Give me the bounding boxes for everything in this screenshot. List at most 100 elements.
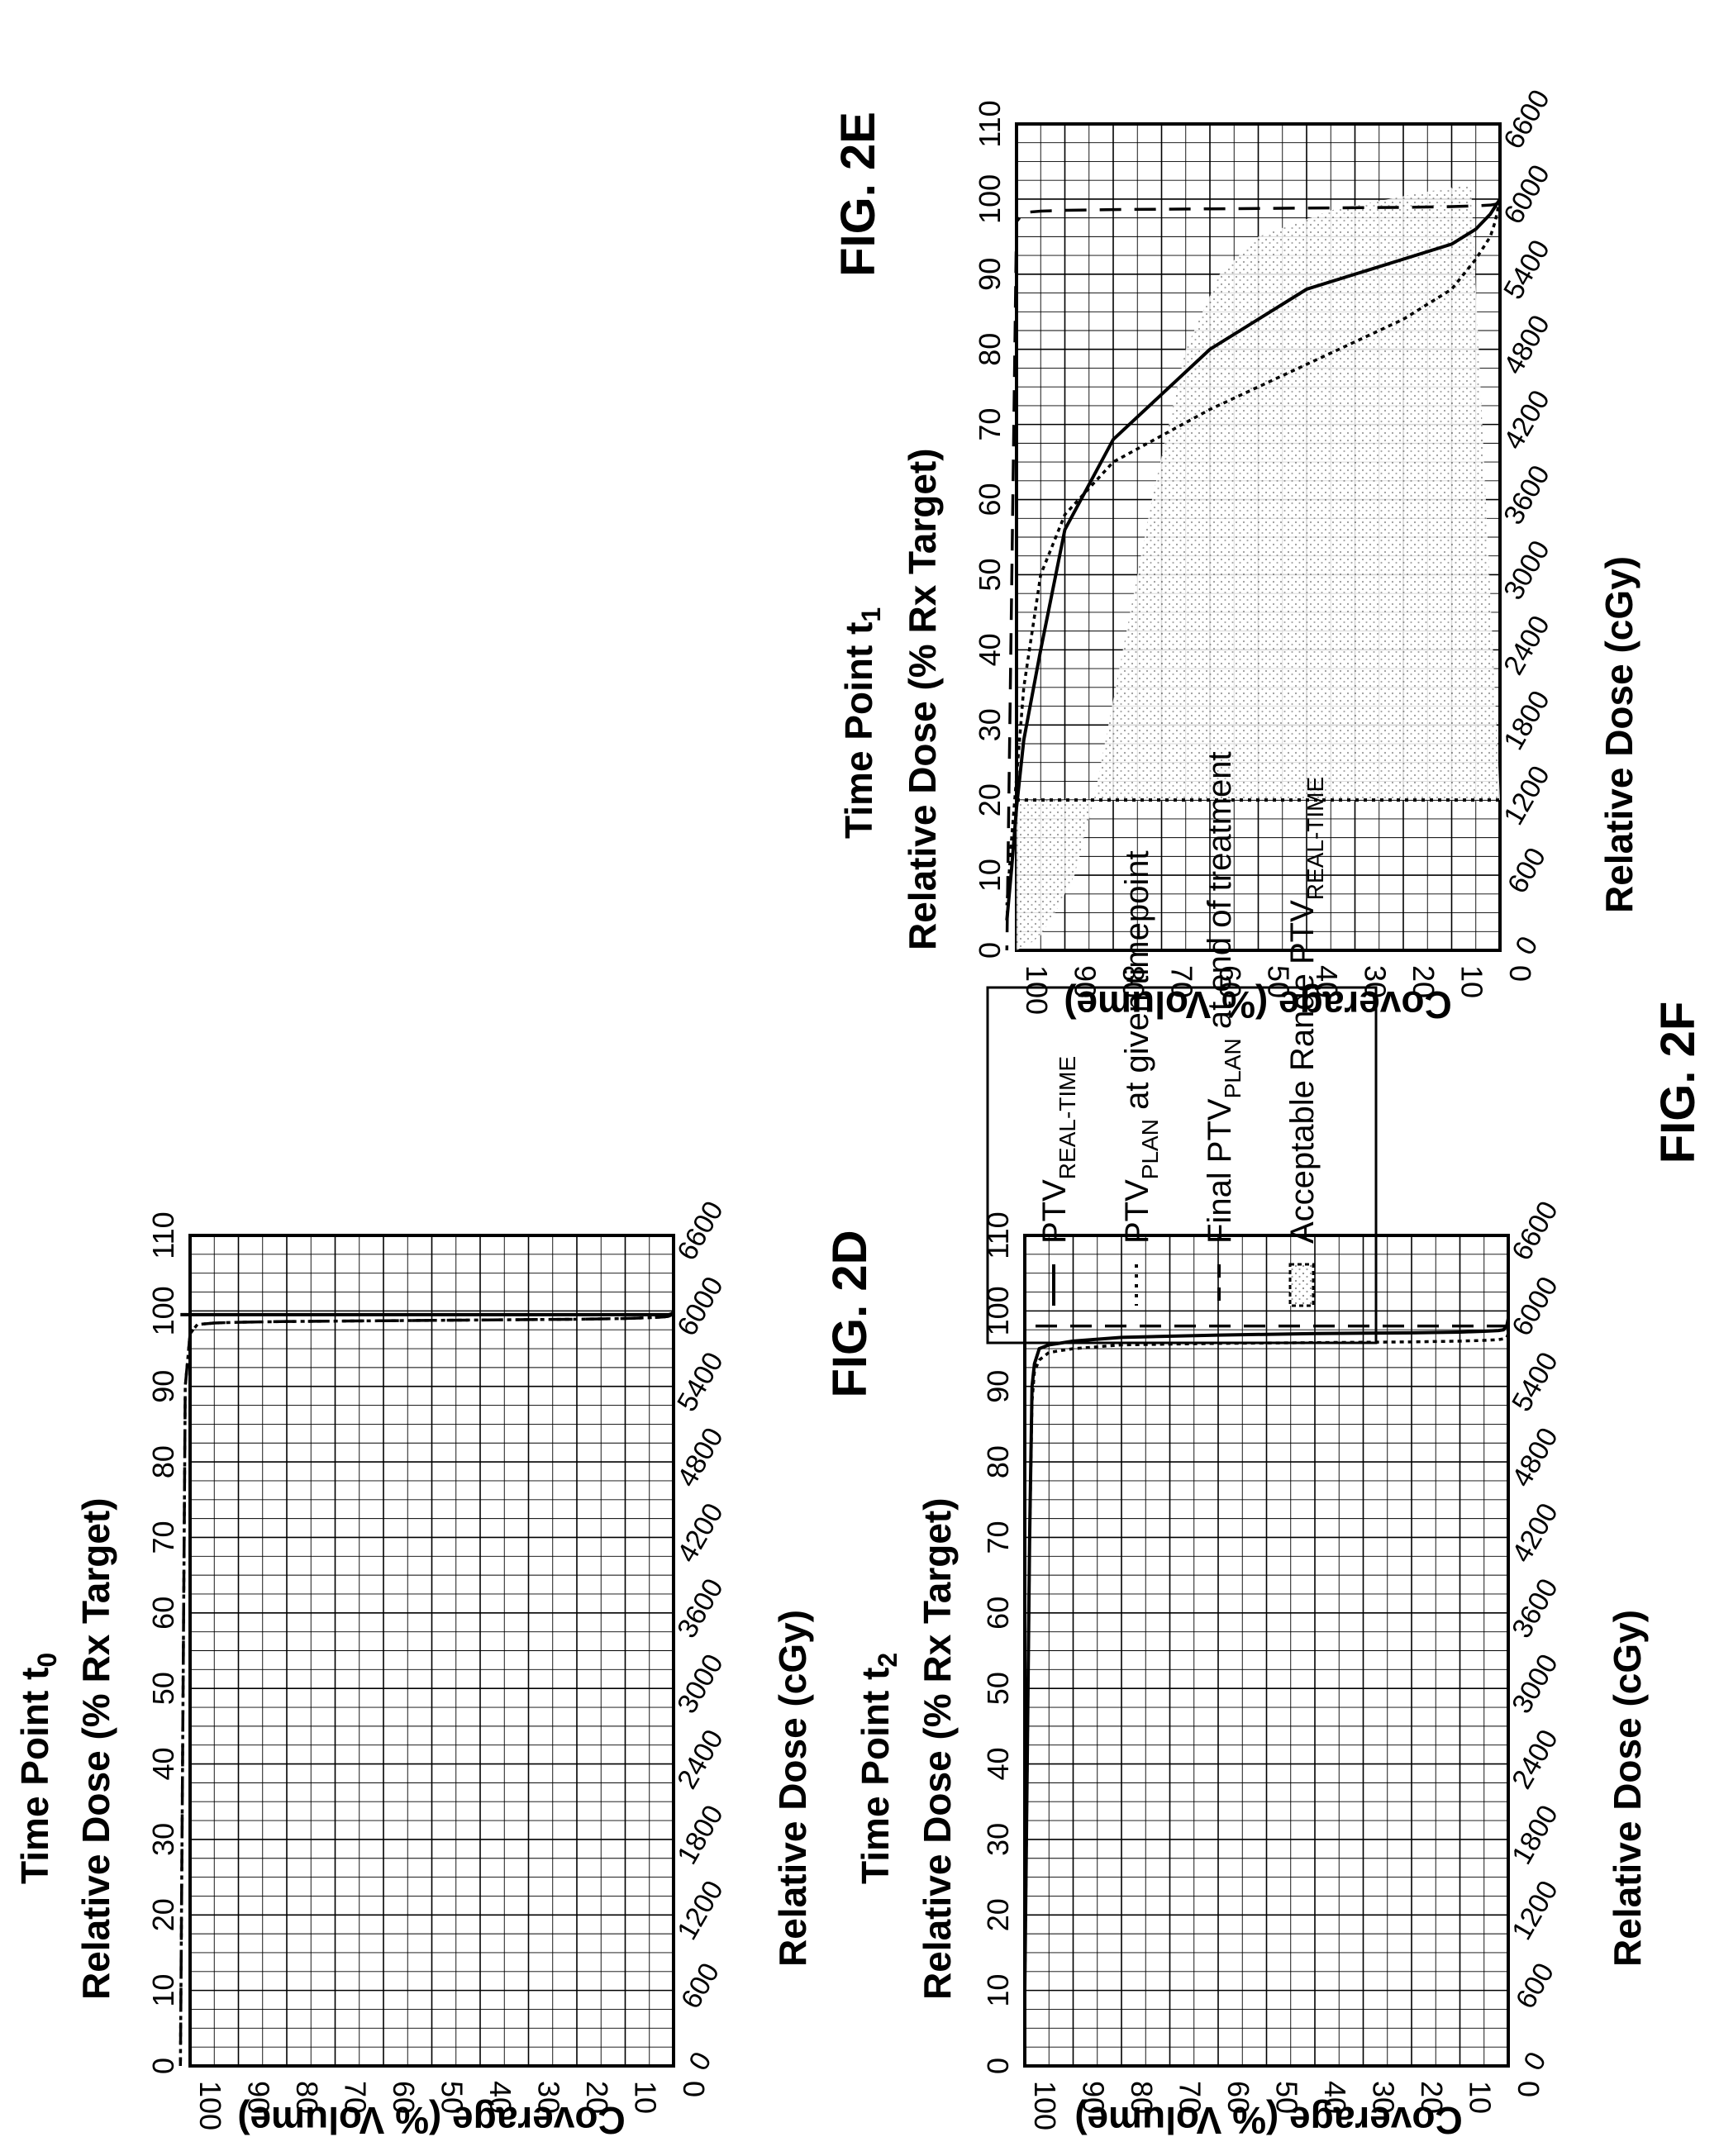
x-tick-label: 90 xyxy=(981,1370,1015,1403)
x-tick-label: 20 xyxy=(981,1898,1015,1931)
x2-tick-label: 4800 xyxy=(1506,1422,1564,1492)
x-tick-label: 40 xyxy=(981,1748,1015,1781)
y-tick-label: 10 xyxy=(629,2081,663,2114)
y-tick-label: 40 xyxy=(1310,965,1344,998)
x-tick-label: 90 xyxy=(146,1370,180,1403)
x-tick-label: 100 xyxy=(981,1286,1015,1335)
x2-tick-label: 3600 xyxy=(1498,460,1556,531)
x2-tick-label: 6600 xyxy=(1498,84,1556,155)
y-tick-label: 0 xyxy=(1512,2081,1545,2097)
x2-tick-labels-2e: 0 600 120018002400300036004200480054006000… xyxy=(1498,84,1556,960)
x-tick-label: 0 xyxy=(981,2058,1015,2074)
x-tick-label: 110 xyxy=(973,100,1007,147)
series-2e xyxy=(1005,183,1502,951)
x-tick-label: 0 xyxy=(973,942,1007,959)
x-tick-label: 10 xyxy=(973,859,1007,892)
x2-tick-label: 1800 xyxy=(1506,1800,1564,1870)
y-tick-label: 30 xyxy=(532,2081,566,2114)
legend-item-text: PTV xyxy=(1119,1179,1155,1244)
y-tick-label: 0 xyxy=(1503,965,1537,982)
x2-tick-label: 4200 xyxy=(671,1498,730,1568)
x2-tick-label: 1200 xyxy=(1506,1876,1564,1946)
series-line-solid xyxy=(1023,1318,1510,1991)
y-tick-labels-2d: 0 10 20 30 40 50 60 70 80 90 100 xyxy=(193,2081,711,2130)
x-tick-label: 110 xyxy=(981,1211,1015,1259)
legend-item-label: Acceptable Range PTVREAL-TIME xyxy=(1284,777,1328,1244)
x2-tick-label: 6000 xyxy=(1498,159,1556,230)
x-tick-label: 50 xyxy=(981,1672,1015,1705)
y-tick-label: 80 xyxy=(290,2081,324,2114)
y-tick-label: 50 xyxy=(436,2081,469,2114)
x2-tick-label: 3600 xyxy=(671,1573,730,1644)
grid-2d xyxy=(189,1235,674,2067)
y-tick-label: 60 xyxy=(1213,965,1247,998)
legend-swatch-fill xyxy=(1288,1263,1315,1307)
y-axis-label-2d: Coverage (% Volume) xyxy=(237,2099,625,2142)
x2-tick-label: 3000 xyxy=(1498,535,1556,606)
x-tick-label: 30 xyxy=(973,708,1007,741)
x2-tick-label: 5400 xyxy=(671,1347,730,1417)
y-tick-label: 90 xyxy=(1069,965,1102,998)
x-axis-label-2d: Relative Dose (% Rx Target) xyxy=(74,1497,117,2000)
x-tick-label: 60 xyxy=(146,1597,180,1630)
legend-item-text: PTV xyxy=(1036,1179,1073,1244)
legend-item-text: Acceptable Range PTV xyxy=(1284,900,1321,1244)
chart-title-2e: Time Point t1 xyxy=(837,607,886,839)
y-tick-label: 30 xyxy=(1367,2081,1401,2114)
y-tick-label: 70 xyxy=(339,2081,373,2114)
y-tick-label: 80 xyxy=(1117,965,1150,998)
x-tick-label: 50 xyxy=(973,558,1007,591)
legend-item-sub: PLAN xyxy=(1137,1119,1163,1179)
legend-item-label: Final PTVPLAN at end of treatment xyxy=(1202,751,1245,1244)
y-tick-label: 80 xyxy=(1125,2081,1159,2114)
x2-tick-label: 4800 xyxy=(671,1422,730,1492)
x2-tick-label: 600 xyxy=(1502,843,1552,899)
series-line-solid xyxy=(1005,198,1502,921)
x2-tick-label: 600 xyxy=(675,1958,726,2014)
y-tick-label: 100 xyxy=(1020,965,1054,1015)
legend-item-suffix: at given timepoint xyxy=(1119,850,1155,1119)
y-tick-label: 70 xyxy=(1174,2081,1207,2114)
y-tick-label: 100 xyxy=(1028,2081,1062,2130)
x2-tick-label: 3600 xyxy=(1506,1573,1564,1644)
y-tick-label: 40 xyxy=(483,2081,517,2114)
y-tick-label: 20 xyxy=(580,2081,614,2114)
x-tick-label: 30 xyxy=(146,1823,180,1856)
series-line-solid xyxy=(180,1310,675,1316)
figure-label-2e: FIG. 2E xyxy=(831,112,885,277)
legend-item-suffix: at end of treatment xyxy=(1202,751,1238,1038)
x2-tick-label: 0 xyxy=(683,2047,717,2076)
series-line-dash xyxy=(1005,198,1502,951)
x-tick-labels-2e: 0 10 20 30 40 50 60 70 80 90 100 110 xyxy=(973,100,1007,959)
x2-tick-label: 6000 xyxy=(671,1272,730,1342)
x-tick-label: 20 xyxy=(973,783,1007,816)
x2-tick-label: 3000 xyxy=(671,1649,730,1719)
x-tick-label: 100 xyxy=(973,174,1007,224)
legend-item-sub: PLAN xyxy=(1220,1038,1245,1098)
x-tick-label: 60 xyxy=(981,1597,1015,1630)
x2-tick-label: 0 xyxy=(1517,2047,1552,2076)
figure-label-2f: FIG. 2F xyxy=(1651,1002,1705,1164)
y-tick-label: 100 xyxy=(193,2081,227,2130)
chart-title-2f: Time Point t2 xyxy=(854,1653,902,1884)
y-tick-label: 60 xyxy=(1221,2081,1255,2114)
series-2d xyxy=(179,1310,675,2067)
x-tick-label: 110 xyxy=(146,1211,180,1259)
x2-tick-label: 4200 xyxy=(1498,385,1556,455)
x2-tick-label: 2400 xyxy=(1506,1725,1564,1795)
chart-title-2d: Time Point t0 xyxy=(13,1653,62,1884)
y-tick-label: 50 xyxy=(1270,2081,1304,2114)
y-axis-label-2e: Coverage (% Volume) xyxy=(1064,983,1451,1026)
y-tick-label: 20 xyxy=(1407,965,1440,998)
x2-tick-label: 6600 xyxy=(671,1196,730,1266)
legend-frame xyxy=(986,986,1378,1345)
x-tick-label: 80 xyxy=(981,1445,1015,1478)
x-tick-label: 40 xyxy=(146,1748,180,1781)
x2-axis-label-2d: Relative Dose (cGy) xyxy=(771,1610,814,1967)
x2-tick-label: 5400 xyxy=(1498,235,1556,305)
x-tick-label: 10 xyxy=(146,1974,180,2007)
x-axis-label-2f: Relative Dose (% Rx Target) xyxy=(916,1497,959,2000)
legend-item-label: PTVPLAN at given timepoint xyxy=(1119,850,1163,1244)
